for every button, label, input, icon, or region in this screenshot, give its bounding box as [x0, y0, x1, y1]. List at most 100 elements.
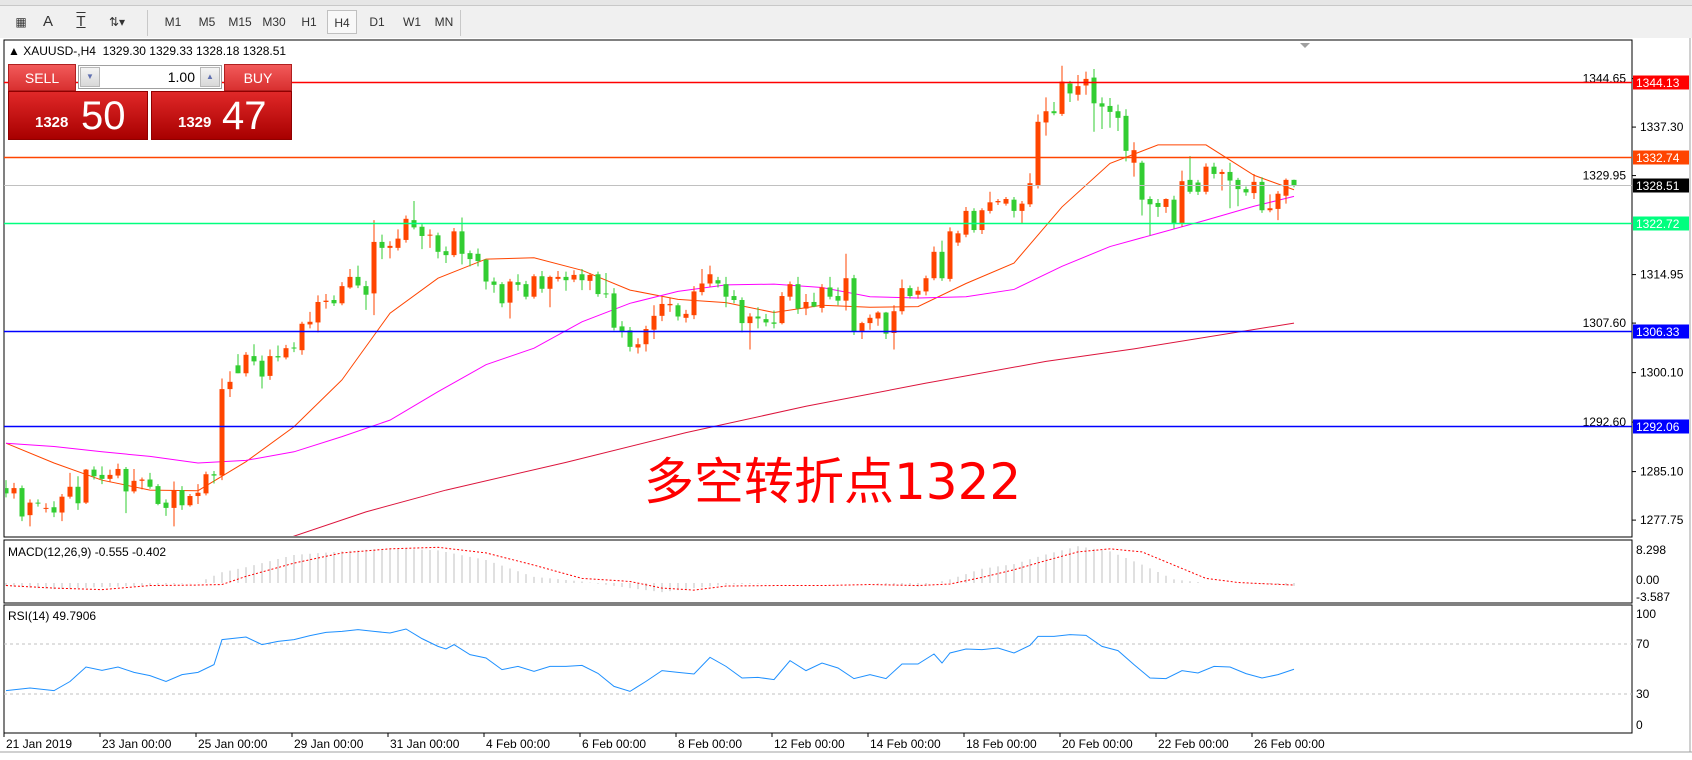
sell-price-pips: 50: [81, 94, 126, 138]
rsi-tick-label: 100: [1636, 607, 1656, 621]
sell-button[interactable]: SELL: [8, 64, 76, 91]
timeframe-d1[interactable]: D1: [369, 15, 385, 29]
one-click-trading-panel: SELL ▼ 1.00 ▲ BUY 1328 50 1329 47: [8, 64, 292, 140]
candle: [1219, 169, 1225, 191]
sell-price-button[interactable]: 1328 50: [8, 91, 148, 140]
candle: [467, 250, 473, 267]
price-chart[interactable]: 1344.65 1337.30 1329.95 1314.95 1307.60 1300.…: [0, 38, 1692, 760]
candle: [1291, 179, 1297, 188]
candle-body: [1227, 171, 1233, 181]
candle: [187, 494, 193, 507]
candle-body: [883, 312, 889, 334]
candle: [275, 345, 281, 362]
candle-body: [699, 283, 705, 293]
price-tick-label: 1314.95: [1640, 268, 1684, 282]
timeframe-w1[interactable]: W1: [403, 15, 421, 29]
candle: [347, 268, 353, 289]
candle: [835, 287, 841, 306]
candle-body: [251, 356, 257, 362]
timeframe-m15[interactable]: M15: [228, 15, 252, 29]
candle: [355, 265, 361, 289]
candle-body: [1291, 179, 1297, 186]
candle-body: [547, 276, 553, 289]
timeframe-h1[interactable]: H1: [301, 15, 317, 29]
candle: [1243, 186, 1249, 196]
volume-stepper[interactable]: ▼ 1.00 ▲: [78, 65, 222, 89]
timeframe-m1[interactable]: M1: [164, 15, 182, 29]
candle: [531, 274, 537, 299]
candle-body: [611, 293, 617, 328]
candle: [523, 280, 529, 300]
candle-body: [283, 348, 289, 358]
candle-body: [403, 218, 409, 240]
candle-body: [1019, 203, 1025, 211]
candle: [451, 228, 457, 258]
candle-body: [131, 480, 137, 492]
candle-body: [147, 479, 153, 487]
candle-body: [1051, 111, 1057, 114]
price-tick-label: 1277.75: [1640, 513, 1684, 527]
candle: [563, 271, 569, 291]
timeframe-mn[interactable]: MN: [434, 15, 454, 29]
price-label-bg: [1633, 178, 1689, 193]
collapse-triangle-icon[interactable]: ▲: [8, 44, 20, 58]
candle-body: [1211, 166, 1217, 174]
price-tick-label: 1344.65: [1583, 72, 1627, 86]
candle-body: [587, 274, 593, 281]
volume-input[interactable]: 1.00: [167, 69, 195, 85]
timeframe-h4[interactable]: H4: [327, 10, 357, 34]
candle-body: [819, 287, 825, 308]
candle-body: [835, 296, 841, 301]
arrows-icon[interactable]: ⇅▾: [108, 15, 126, 29]
text-icon[interactable]: A: [42, 13, 53, 30]
price-tick-label: 1292.60: [1583, 415, 1627, 429]
buy-button[interactable]: BUY: [224, 64, 292, 91]
candle: [259, 355, 265, 389]
candle-body: [603, 293, 609, 295]
candle: [771, 310, 777, 329]
time-label: 8 Feb 00:00: [678, 737, 742, 751]
candle: [5, 480, 9, 498]
candle: [1267, 194, 1273, 213]
chart-annotation-text[interactable]: 多空转折点1322: [644, 453, 1022, 511]
candle-body: [275, 356, 281, 358]
candle: [891, 305, 897, 350]
candle: [1115, 104, 1121, 132]
candle: [403, 215, 409, 243]
candle-body: [731, 296, 737, 300]
candle-body: [1091, 77, 1097, 104]
candle: [507, 278, 513, 319]
candle: [923, 275, 929, 296]
candle-body: [899, 288, 905, 312]
candle-body: [1219, 171, 1225, 174]
candle-body: [451, 231, 457, 256]
candle-body: [763, 319, 769, 323]
candle: [1275, 191, 1281, 221]
price-label: 1332.74: [1636, 151, 1680, 165]
candle: [363, 280, 369, 310]
candle: [1139, 160, 1145, 216]
candle: [691, 286, 697, 320]
candle: [1051, 101, 1057, 116]
chart-toolbar: ▦ A T ⇅▾ M1 M5 M15 M30 H1 H4 D1 W1 MN: [0, 6, 1692, 39]
candle: [331, 295, 337, 306]
macd-signal-line: [5, 546, 1295, 591]
timeframe-m5[interactable]: M5: [198, 15, 216, 29]
candle: [667, 298, 673, 312]
price-label: 1328.51: [1636, 179, 1680, 193]
chart-title-text: XAUUSD-,H4 1329.30 1329.33 1328.18 1328.…: [23, 44, 287, 58]
buy-price-button[interactable]: 1329 47: [151, 91, 292, 140]
grid-icon[interactable]: ▦: [15, 15, 27, 29]
candle-body: [443, 251, 449, 256]
chart-window[interactable]: 1344.65 1337.30 1329.95 1314.95 1307.60 1300.…: [0, 38, 1692, 760]
timeframe-m30[interactable]: M30: [262, 15, 286, 29]
candle-body: [371, 241, 377, 294]
candle: [587, 272, 593, 291]
candle: [1259, 177, 1265, 213]
candle: [827, 276, 833, 300]
candle-body: [683, 313, 689, 318]
candle-body: [363, 286, 369, 295]
text-label-icon[interactable]: T: [76, 13, 86, 30]
volume-increase-icon[interactable]: ▲: [200, 67, 220, 87]
volume-decrease-icon[interactable]: ▼: [80, 67, 100, 87]
